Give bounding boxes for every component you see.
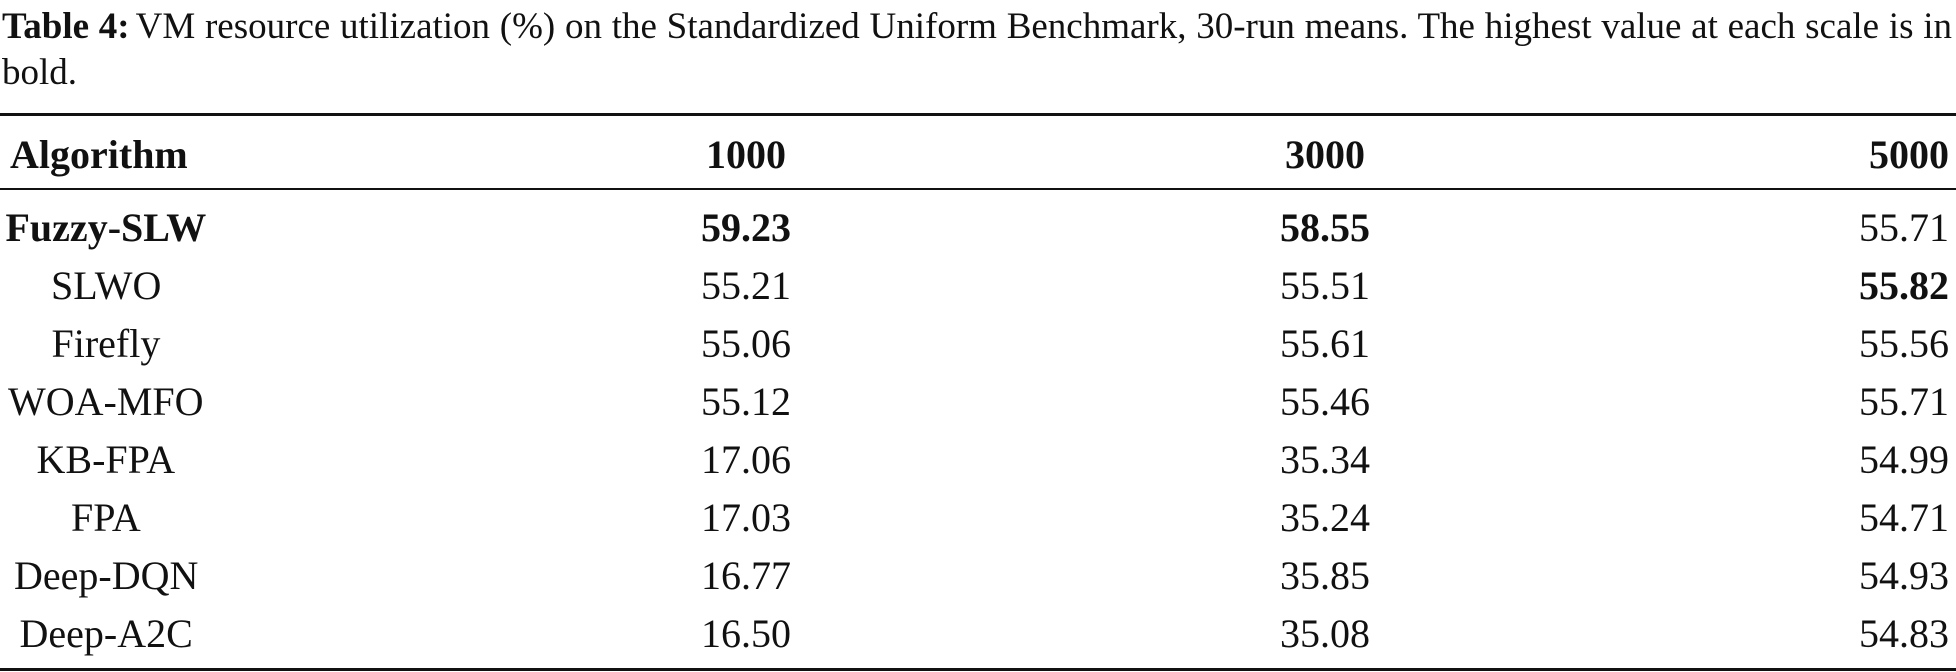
- table-cell: 54.99: [1859, 437, 1949, 482]
- table-cell: 35.34: [1280, 437, 1370, 482]
- table-cell: 16.77: [701, 553, 791, 598]
- table-cell: WOA-MFO: [8, 379, 204, 424]
- header-cell: 5000: [1869, 132, 1949, 177]
- table-cell: 55.46: [1280, 379, 1370, 424]
- table-cell: 54.93: [1859, 553, 1949, 598]
- table-cell: Deep-DQN: [14, 553, 199, 598]
- table-cell: 55.56: [1859, 321, 1949, 366]
- table-cell: 55.06: [701, 321, 791, 366]
- bottom-rule: [0, 668, 1956, 671]
- table-cell: 16.50: [701, 611, 791, 656]
- header-cell: 1000: [706, 132, 786, 177]
- header-rule: [0, 188, 1956, 190]
- table-cell: 35.24: [1280, 495, 1370, 540]
- table-cell: 55.71: [1859, 205, 1949, 250]
- top-rule: [0, 113, 1956, 116]
- table-cell: 35.85: [1280, 553, 1370, 598]
- table-cell: Deep-A2C: [19, 611, 193, 656]
- table-cell: 59.23: [701, 205, 791, 250]
- table-cell: 58.55: [1280, 205, 1370, 250]
- table-cell: 54.83: [1859, 611, 1949, 656]
- caption: Table 4: VM resource utilization (%) on t…: [2, 4, 1952, 96]
- header-cell: 3000: [1285, 132, 1365, 177]
- caption-text: VM resource utilization (%) on the Stand…: [2, 6, 1952, 93]
- table-cell: 55.21: [701, 263, 791, 308]
- table-cell: 55.12: [701, 379, 791, 424]
- table-cell: Firefly: [51, 321, 161, 366]
- table-cell: 54.71: [1859, 495, 1949, 540]
- caption-label: Table 4:: [2, 6, 130, 47]
- table-cell: 17.03: [701, 495, 791, 540]
- table-cell: 35.08: [1280, 611, 1370, 656]
- table-cell: 55.61: [1280, 321, 1370, 366]
- table-cell: SLWO: [51, 263, 162, 308]
- table-cell: 17.06: [701, 437, 791, 482]
- table-cell: Fuzzy-SLW: [5, 205, 207, 250]
- table-cell: FPA: [71, 495, 141, 540]
- table-cell: 55.71: [1859, 379, 1949, 424]
- table-cell: 55.82: [1859, 263, 1949, 308]
- header-cell: Algorithm: [10, 132, 188, 177]
- table-cell: 55.51: [1280, 263, 1370, 308]
- table-cell: KB-FPA: [36, 437, 176, 482]
